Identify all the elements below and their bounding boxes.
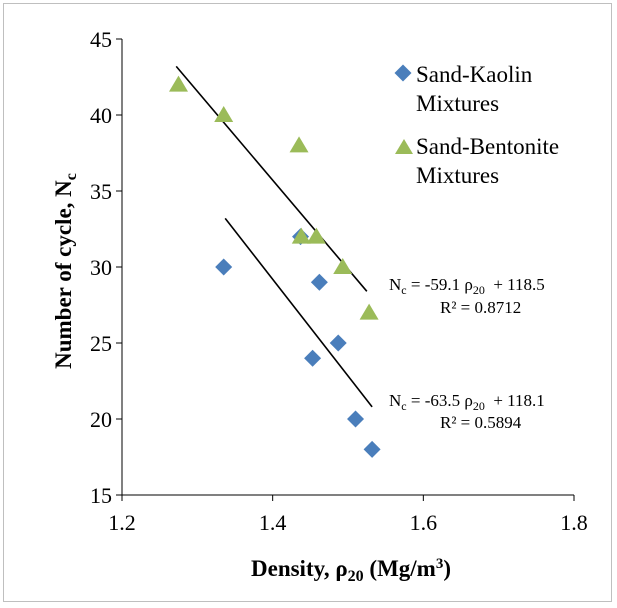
legend-marker-sand-kaolin [394,64,412,82]
y-axis-title: Number of cycle, Nc [51,173,80,369]
y-tick-label: 40 [90,103,112,128]
x-tick-label: 1.8 [560,510,588,535]
chart-frame: 15 20 25 30 35 40 45 1.2 1.4 1.6 1.8 Sand-Kaolin M… [3,3,612,602]
data-point-sand-kaolin [329,334,347,352]
data-point-sand-bentonite [359,303,379,320]
trendline-equation-1: Nc = -59.1 ρ20 + 118.5 R² = 0.8712 [389,275,545,317]
legend-label-sand-kaolin-line1: Sand-Kaolin [416,62,533,87]
legend-label-sand-bentonite-line1: Sand-Bentonite [416,134,559,159]
x-axis-title: Density, ρ20 (Mg/m3) [251,556,451,585]
trendline-2 [224,217,373,408]
data-point-sand-kaolin [215,258,233,276]
y-tick-label: 15 [90,483,112,508]
trendline-1 [175,65,368,292]
trendline-equation-2: Nc = -63.5 ρ20 + 118.1 R² = 0.5894 [389,391,545,432]
data-point-sand-kaolin [363,440,381,458]
legend: Sand-Kaolin Mixtures Sand-Bentonite Mixt… [394,62,559,188]
y-tick-label: 35 [90,179,112,204]
data-point-sand-bentonite [169,75,188,92]
scatter-chart: 15 20 25 30 35 40 45 1.2 1.4 1.6 1.8 Sand-Kaolin M… [51,27,588,585]
equation-2-r2: R² = 0.5894 [440,413,522,432]
axes: 15 20 25 30 35 40 45 1.2 1.4 1.6 1.8 [90,27,588,535]
x-tick-label: 1.6 [410,510,438,535]
data-point-sand-bentonite [289,136,309,153]
legend-label-sand-bentonite-line2: Mixtures [416,163,499,188]
equation-1-r2: R² = 0.8712 [440,298,521,317]
equation-1-text: Nc = -59.1 ρ20 + 118.5 [389,275,545,297]
y-tick-label: 30 [90,255,112,280]
y-tick-label: 20 [90,407,112,432]
data-point-sand-kaolin [304,349,322,367]
x-tick-label: 1.4 [259,510,287,535]
data-point-sand-bentonite [214,106,234,122]
data-point-sand-bentonite [291,227,311,244]
equation-2-text: Nc = -63.5 ρ20 + 118.1 [389,391,545,413]
data-point-sand-kaolin [347,410,365,428]
x-tick-label: 1.2 [108,510,136,535]
y-tick-label: 25 [90,331,112,356]
data-point-sand-bentonite [333,258,353,274]
trendlines [175,65,373,408]
y-tick-label: 45 [90,27,112,52]
legend-marker-sand-bentonite [395,139,413,154]
data-point-sand-kaolin [310,273,328,291]
legend-label-sand-kaolin-line2: Mixtures [416,91,499,116]
data-points [169,75,381,458]
data-point-sand-bentonite [306,227,326,244]
